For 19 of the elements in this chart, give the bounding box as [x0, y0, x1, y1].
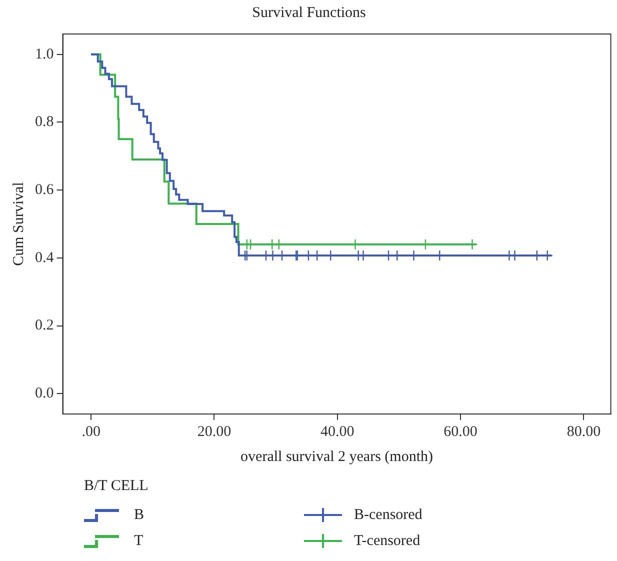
- legend-title: B/T CELL: [84, 478, 148, 495]
- legend-label: B: [134, 506, 144, 524]
- y-tick-label: 0.8: [35, 114, 54, 130]
- x-tick-label: 80.00: [566, 424, 601, 440]
- x-tick-label: 40.00: [320, 424, 354, 440]
- y-axis-title: Cum Survival: [10, 182, 27, 266]
- chart-title: Survival Functions: [252, 4, 366, 21]
- y-tick-label: 0.0: [35, 386, 54, 402]
- x-tick-label: 20.00: [197, 424, 232, 440]
- y-tick-label: 0.6: [35, 182, 54, 198]
- y-tick-label: 1.0: [35, 46, 54, 62]
- x-tick-label: .00: [82, 424, 100, 440]
- y-tick-label: 0.2: [35, 318, 54, 334]
- x-axis-title: overall survival 2 years (month): [240, 448, 433, 465]
- x-tick-label: 60.00: [444, 424, 478, 440]
- legend-label: B-censored: [354, 506, 422, 524]
- legend-label: T: [134, 532, 144, 550]
- y-tick-label: 0.4: [35, 250, 54, 266]
- legend-label: T-censored: [354, 532, 420, 550]
